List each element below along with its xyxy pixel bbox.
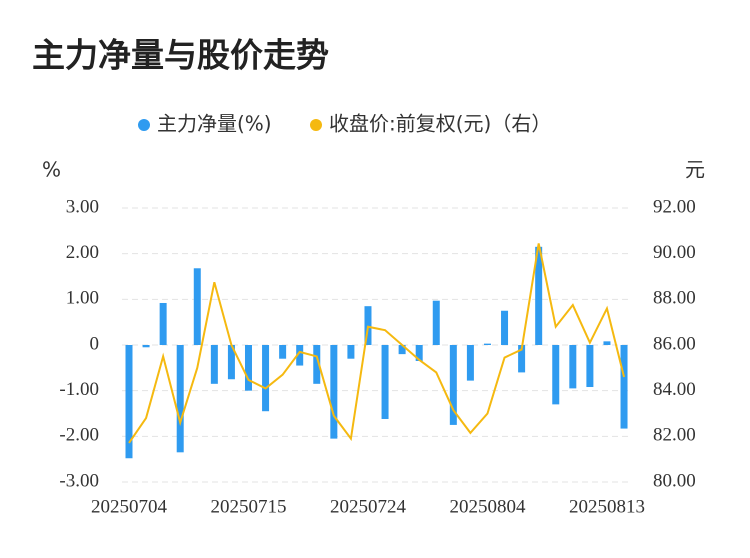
bar [432,300,440,345]
bar [501,310,509,345]
y2-tick-label: 86.00 [653,333,696,354]
bar [296,345,304,366]
legend-marker [138,119,150,131]
x-tick-label: 20250804 [449,496,526,517]
bar [279,345,287,359]
bar [398,345,406,355]
y-axis-label: % [42,158,61,182]
y2-axis-label: 元 [685,158,705,182]
bar [193,268,201,345]
y2-tick-label: 88.00 [653,288,696,309]
x-tick-label: 20250704 [91,496,168,517]
y2-tick-label: 80.00 [653,470,696,491]
y2-tick-label: 90.00 [653,242,696,263]
y-tick-label: -2.00 [59,425,99,446]
y-tick-label: -3.00 [59,470,99,491]
y2-tick-label: 92.00 [653,196,696,217]
x-tick-label: 20250715 [210,496,286,517]
bar [449,345,457,425]
bar [518,345,526,373]
bar [142,345,150,348]
bar [569,345,577,389]
y-tick-label: 3.00 [66,196,99,217]
chart-title: 主力净量与股价走势 [32,36,329,75]
bar [313,345,321,384]
bar [262,345,270,412]
y2-tick-label: 82.00 [653,425,696,446]
bar [586,345,594,388]
bar [176,345,184,453]
bar [227,345,235,380]
bar [330,345,338,439]
y-tick-label: -1.00 [59,379,99,400]
y-tick-label: 0 [90,333,100,354]
bar [535,246,543,345]
x-tick-label: 20250724 [330,496,407,517]
legend-label: 收盘价:前复权(元)（右） [329,112,551,136]
bar [364,306,372,345]
bar [603,341,611,345]
bar [159,302,167,345]
bar [620,345,628,429]
bar [483,343,491,345]
y2-tick-label: 84.00 [653,379,696,400]
legend-label: 主力净量(%) [157,112,272,136]
bar [381,345,389,419]
y-tick-label: 1.00 [66,288,99,309]
bar [552,345,560,405]
legend-marker [310,119,322,131]
bar [466,345,474,381]
y-tick-label: 2.00 [66,242,99,263]
price-line [128,243,626,444]
bar [347,345,355,359]
x-tick-label: 20250813 [569,496,645,517]
bar [244,345,252,391]
bar [210,345,218,384]
bar [125,345,133,459]
bar [415,345,423,361]
